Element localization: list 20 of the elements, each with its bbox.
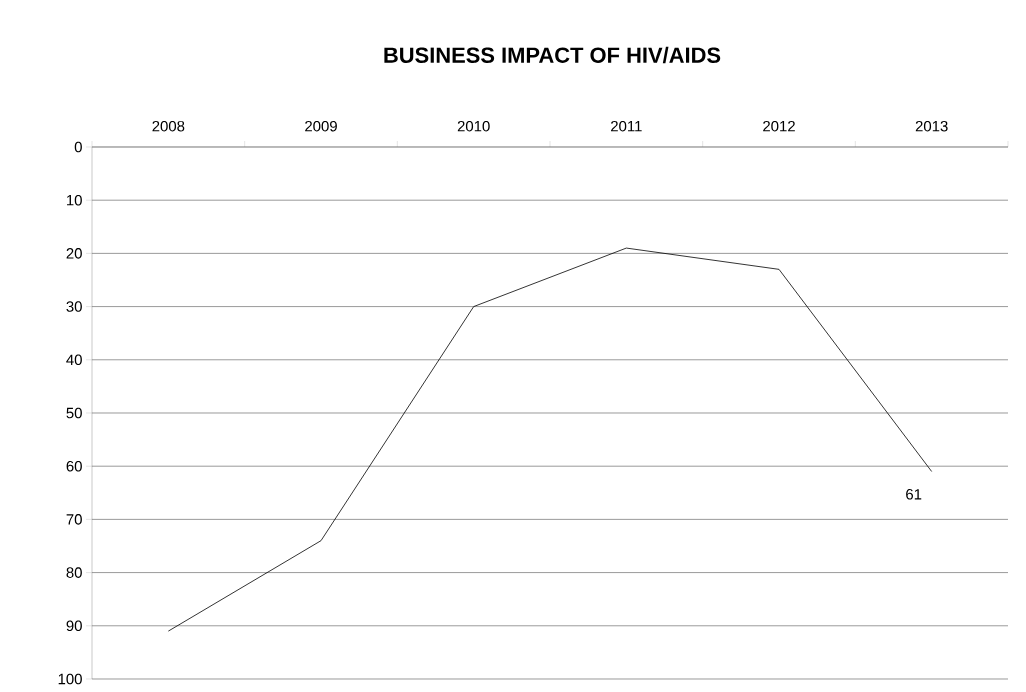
y-tick-label: 20 bbox=[66, 248, 82, 259]
y-tick-label: 60 bbox=[66, 460, 82, 472]
x-tick-label: 2008 bbox=[152, 120, 185, 132]
y-tick-label: 90 bbox=[66, 620, 82, 632]
x-tick-label: 2010 bbox=[457, 120, 490, 132]
x-tick-label: 2012 bbox=[763, 120, 795, 132]
chart-title: BUSINESS IMPACT OF HIV/AIDS bbox=[384, 46, 721, 64]
y-tick-label: 70 bbox=[66, 514, 82, 525]
y-tick-label: 80 bbox=[66, 567, 82, 578]
y-tick-label: 0 bbox=[74, 141, 82, 153]
y-tick-label: 100 bbox=[58, 673, 82, 685]
line-series bbox=[167, 247, 933, 632]
y-tick-label: 10 bbox=[67, 194, 82, 206]
y-tick-label: 50 bbox=[66, 407, 82, 419]
y-tick-label: 30 bbox=[66, 301, 82, 312]
x-tick-label: 2011 bbox=[611, 120, 642, 132]
y-tick-label: 40 bbox=[66, 354, 82, 366]
x-tick-label: 2009 bbox=[305, 120, 337, 132]
data-label: 61 bbox=[906, 489, 922, 500]
x-tick-label: 2013 bbox=[915, 120, 948, 132]
